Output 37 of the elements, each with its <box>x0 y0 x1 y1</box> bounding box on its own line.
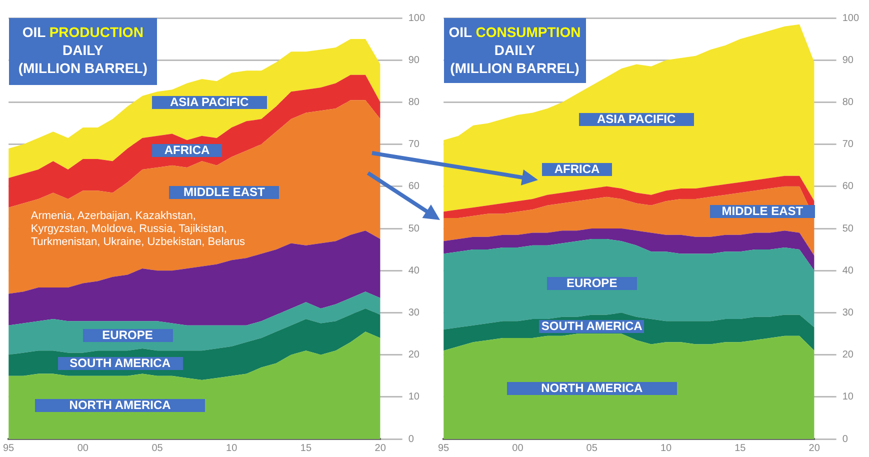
x-tick-label: 15 <box>734 442 746 454</box>
series-label: Armenia, Azerbaijan, Kazakhstan, Kyrgyzstan, Moldova, Russia, Tajikistan, Turkmenistan, Ukraine, Uzbekistan, Belarus <box>30 210 246 248</box>
x-tick-label: 95 <box>438 442 450 454</box>
y-tick-label: 50 <box>842 223 854 234</box>
y-tick-label: 0 <box>408 434 414 445</box>
x-tick-label: 10 <box>660 442 672 454</box>
y-tick-label: 20 <box>408 350 420 361</box>
y-tick-label: 40 <box>842 265 854 276</box>
text: OIL PRODUCTION DAILY (MILLION BARREL) <box>17 23 148 77</box>
y-tick-label: 60 <box>408 181 420 192</box>
x-tick-label: 10 <box>226 442 238 454</box>
y-tick-label: 90 <box>842 54 854 66</box>
x-tick-label: 20 <box>374 442 386 454</box>
x-tick-label: 05 <box>586 442 598 454</box>
y-tick-label: 0 <box>842 434 848 445</box>
text: OIL CONSUMPTION DAILY (MILLION BARREL) <box>448 23 582 77</box>
x-tick-label: 20 <box>808 442 820 454</box>
x-tick-label: 15 <box>300 442 312 454</box>
y-tick-label: 40 <box>408 265 420 276</box>
y-tick-label: 100 <box>842 12 860 24</box>
x-tick-label: 95 <box>3 442 15 454</box>
y-tick-label: 10 <box>408 392 420 403</box>
x-tick-label: 00 <box>77 442 89 454</box>
x-tick-label: 00 <box>512 442 524 454</box>
y-tick-label: 30 <box>408 307 420 318</box>
y-tick-label: 50 <box>408 223 420 234</box>
x-tick-label: 05 <box>152 442 164 454</box>
y-tick-label: 30 <box>842 307 854 318</box>
y-tick-label: 80 <box>842 96 854 108</box>
y-tick-label: 100 <box>408 12 426 24</box>
y-tick-label: 10 <box>842 392 854 403</box>
y-tick-label: 70 <box>842 139 854 150</box>
y-tick-label: 70 <box>408 139 420 150</box>
y-tick-label: 60 <box>842 181 854 192</box>
y-tick-label: 80 <box>408 96 420 108</box>
y-tick-label: 90 <box>408 54 420 66</box>
y-tick-label: 20 <box>842 350 854 361</box>
